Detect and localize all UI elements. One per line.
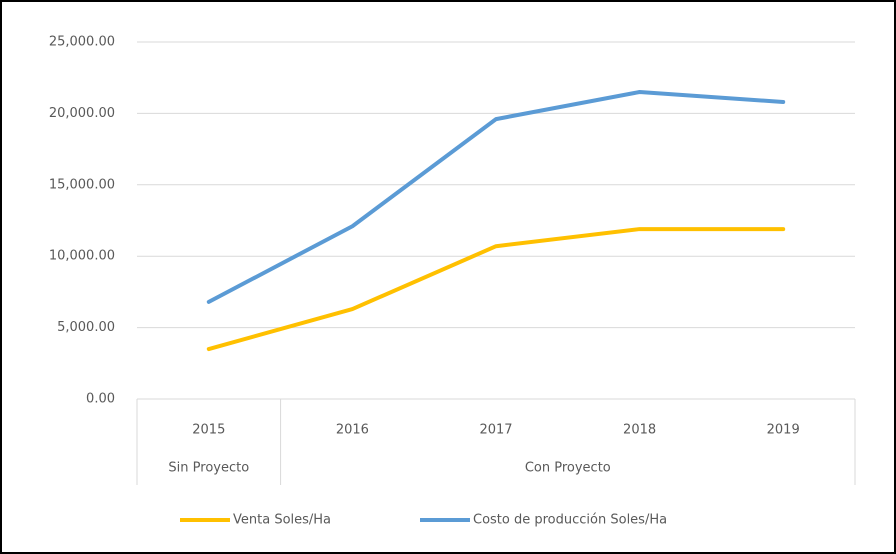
y-tick-label: 20,000.00	[49, 106, 115, 121]
x-tick-label: 2017	[479, 423, 512, 438]
y-tick-label: 0.00	[86, 392, 115, 407]
series-line	[206, 227, 786, 352]
group-label: Sin Proyecto	[168, 461, 249, 476]
group-label: Con Proyecto	[525, 461, 611, 476]
series-line	[206, 89, 786, 304]
legend-label: Costo de producción Soles/Ha	[473, 513, 667, 528]
y-tick-label: 15,000.00	[49, 177, 115, 192]
legend-label: Venta Soles/Ha	[233, 513, 331, 528]
x-tick-label: 2019	[767, 423, 800, 438]
x-tick-label: 2018	[623, 423, 656, 438]
y-tick-label: 25,000.00	[49, 35, 115, 50]
y-tick-label: 10,000.00	[49, 249, 115, 264]
x-tick-label: 2015	[192, 423, 225, 438]
y-tick-label: 5,000.00	[57, 320, 115, 335]
x-tick-label: 2016	[336, 423, 369, 438]
